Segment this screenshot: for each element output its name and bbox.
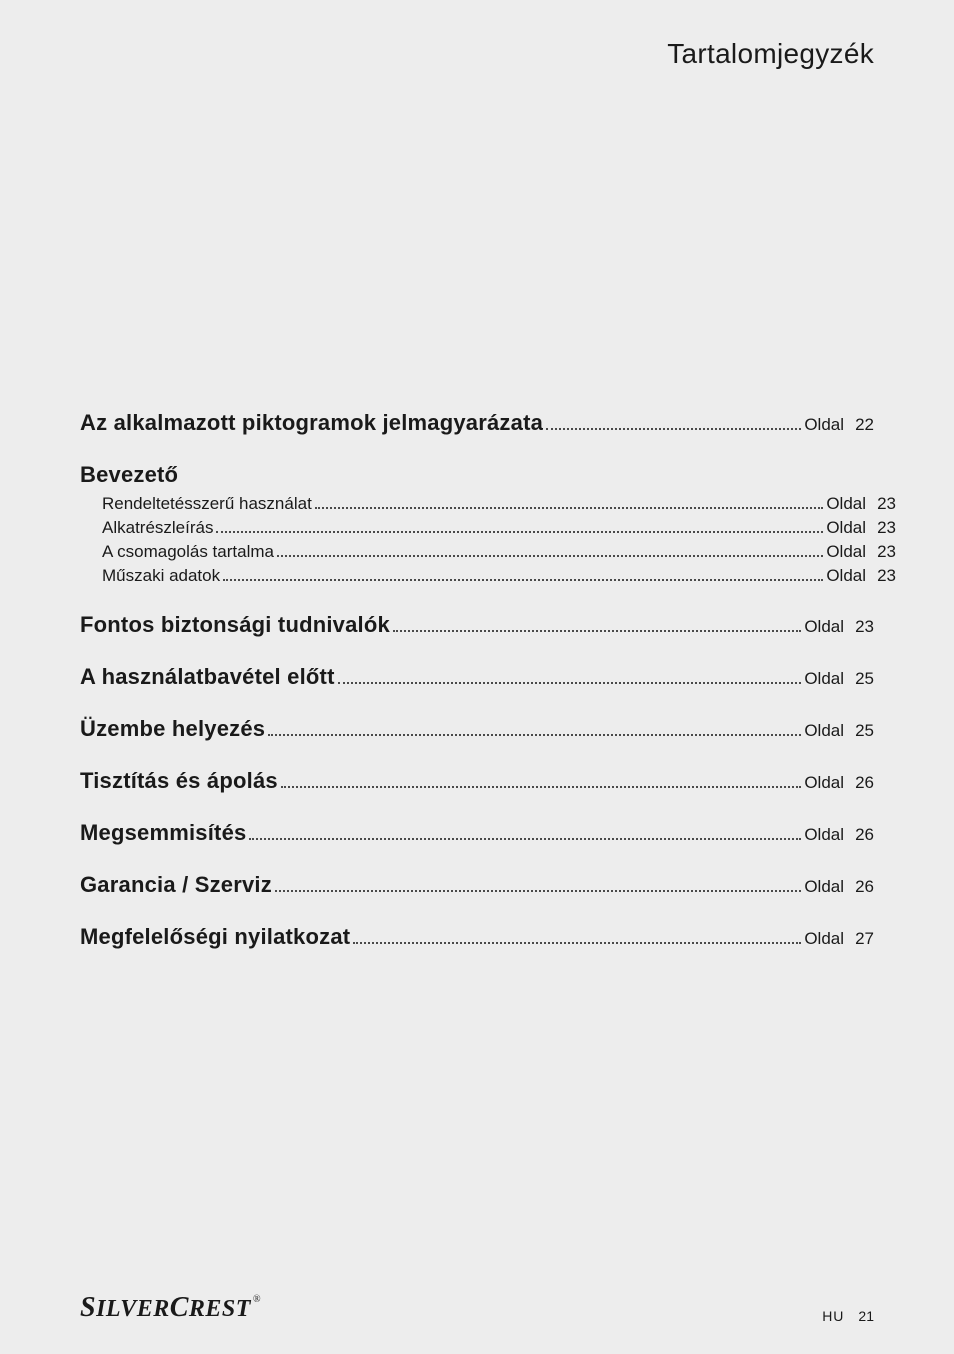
- table-of-contents: Az alkalmazott piktogramok jelmagyarázat…: [80, 410, 874, 950]
- toc-leader: [277, 543, 823, 557]
- toc-section-row: Üzembe helyezés Oldal25: [80, 716, 874, 742]
- page: Tartalomjegyzék Az alkalmazott piktogram…: [0, 0, 954, 1354]
- toc-leader: [275, 878, 801, 892]
- toc-section-row: A használatbavétel előtt Oldal25: [80, 664, 874, 690]
- toc-section-row: Az alkalmazott piktogramok jelmagyarázat…: [80, 410, 874, 436]
- toc-page-ref: Oldal23: [826, 494, 896, 514]
- toc-page-ref: Oldal23: [826, 566, 896, 586]
- toc-page-ref: Oldal23: [804, 617, 874, 637]
- toc-section-row: Garancia / Szerviz Oldal26: [80, 872, 874, 898]
- toc-sub-row: Műszaki adatok Oldal23: [102, 566, 896, 586]
- toc-page-ref: Oldal26: [804, 825, 874, 845]
- toc-leader: [249, 826, 801, 840]
- toc-page-ref: Oldal27: [804, 929, 874, 949]
- footer-page-number: 21: [858, 1308, 874, 1324]
- toc-leader: [216, 519, 823, 533]
- toc-leader: [393, 618, 801, 632]
- toc-section-row: Megsemmisítés Oldal26: [80, 820, 874, 846]
- toc-sub-title: Alkatrészleírás: [102, 518, 213, 538]
- page-title: Tartalomjegyzék: [80, 38, 874, 70]
- toc-leader: [315, 495, 824, 509]
- toc-leader: [223, 567, 823, 581]
- toc-section-title: Tisztítás és ápolás: [80, 768, 278, 794]
- toc-sub-title: Rendeltetésszerű használat: [102, 494, 312, 514]
- footer-page-info: HU 21: [822, 1308, 874, 1324]
- toc-section-row: Tisztítás és ápolás Oldal26: [80, 768, 874, 794]
- toc-sub-title: Műszaki adatok: [102, 566, 220, 586]
- brand-logo: SILVERCREST ®: [80, 1292, 261, 1324]
- toc-section-row: Fontos biztonsági tudnivalók Oldal23: [80, 612, 874, 638]
- toc-section-title: Az alkalmazott piktogramok jelmagyarázat…: [80, 410, 543, 436]
- toc-leader: [281, 774, 801, 788]
- toc-leader: [353, 930, 801, 944]
- toc-page-ref: Oldal23: [826, 542, 896, 562]
- toc-page-ref: Oldal22: [804, 415, 874, 435]
- toc-page-ref: Oldal25: [804, 721, 874, 741]
- registered-icon: ®: [253, 1294, 261, 1305]
- footer-language: HU: [822, 1308, 844, 1324]
- toc-sub-row: A csomagolás tartalma Oldal23: [102, 542, 896, 562]
- toc-section-row: Megfelelőségi nyilatkozat Oldal27: [80, 924, 874, 950]
- toc-leader: [268, 722, 801, 736]
- toc-sub-row: Alkatrészleírás Oldal23: [102, 518, 896, 538]
- toc-section-title: Megfelelőségi nyilatkozat: [80, 924, 350, 950]
- toc-leader: [338, 670, 802, 684]
- brand-text: SILVERCREST: [80, 1292, 251, 1324]
- toc-sub-row: Rendeltetésszerű használat Oldal23: [102, 494, 896, 514]
- toc-page-ref: Oldal26: [804, 877, 874, 897]
- toc-page-ref: Oldal25: [804, 669, 874, 689]
- toc-leader: [546, 416, 801, 430]
- toc-section-title: Fontos biztonsági tudnivalók: [80, 612, 390, 638]
- toc-section-title: Megsemmisítés: [80, 820, 246, 846]
- toc-sub-title: A csomagolás tartalma: [102, 542, 274, 562]
- toc-section-title: A használatbavétel előtt: [80, 664, 335, 690]
- toc-page-ref: Oldal23: [826, 518, 896, 538]
- toc-page-ref: Oldal26: [804, 773, 874, 793]
- toc-section-title: Üzembe helyezés: [80, 716, 265, 742]
- toc-section-heading: Bevezető: [80, 462, 874, 488]
- page-footer: SILVERCREST ® HU 21: [80, 1292, 874, 1324]
- toc-section-title: Garancia / Szerviz: [80, 872, 272, 898]
